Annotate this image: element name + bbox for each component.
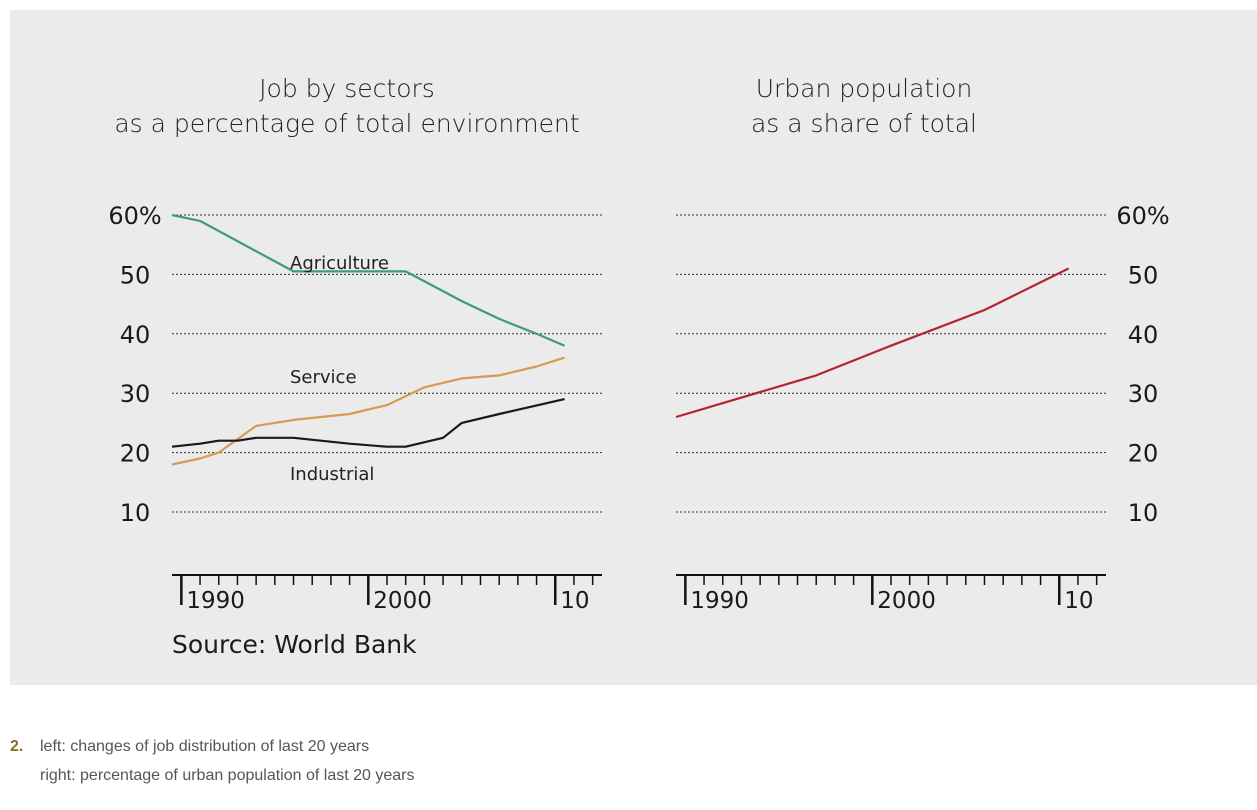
caption-line-2: right: percentage of urban population of…	[40, 767, 415, 784]
series-line-agriculture	[171, 213, 566, 347]
caption-line-1: left: changes of job distribution of las…	[40, 738, 370, 755]
chart-1: Job by sectors as a percentage of total e…	[108, 74, 602, 659]
y-tick-label: 10	[120, 499, 151, 527]
y-tick-label: 50	[1128, 261, 1159, 289]
y-tick-label: 20	[1128, 440, 1159, 468]
chart-title-line-1: Urban population	[756, 74, 973, 103]
series-line-industrial	[171, 398, 565, 448]
series-label-service: Service	[290, 367, 357, 388]
y-tick-label: 40	[1128, 321, 1159, 349]
y-tick-label: 50	[120, 261, 151, 289]
y-tick-label: 60%	[108, 202, 161, 230]
x-tick-label: 10	[560, 588, 589, 614]
y-tick-label: 30	[1128, 380, 1159, 408]
y-tick-label: 10	[1128, 499, 1159, 527]
x-tick-label: 2000	[877, 588, 936, 614]
y-tick-label: 20	[120, 440, 151, 468]
x-tick-label: 2000	[373, 588, 432, 614]
source-note: Source: World Bank	[172, 630, 417, 659]
x-tick-label: 1990	[186, 588, 245, 614]
x-tick-label: 10	[1064, 588, 1093, 614]
series-line-urban	[675, 267, 1070, 419]
y-tick-label: 40	[120, 321, 151, 349]
charts-canvas: Job by sectors as a percentage of total e…	[108, 74, 1170, 659]
chart-2: Urban population as a share of total 10 20 3…	[675, 74, 1170, 614]
x-tick-label: 1990	[690, 588, 749, 614]
y-tick-label: 60%	[1116, 202, 1169, 230]
chart-title-line-2: as a percentage of total environment	[114, 109, 579, 138]
y-tick-label: 30	[120, 380, 151, 408]
chart-panel: Job by sectors as a percentage of total e…	[10, 10, 1257, 685]
series-line-service	[171, 356, 565, 466]
series-label-agriculture: Agriculture	[290, 253, 389, 274]
figure-number: 2.	[10, 738, 24, 755]
series-label-industrial: Industrial	[290, 464, 374, 485]
chart-title-line-2: as a share of total	[751, 109, 977, 138]
chart-title-line-1: Job by sectors	[259, 74, 435, 103]
